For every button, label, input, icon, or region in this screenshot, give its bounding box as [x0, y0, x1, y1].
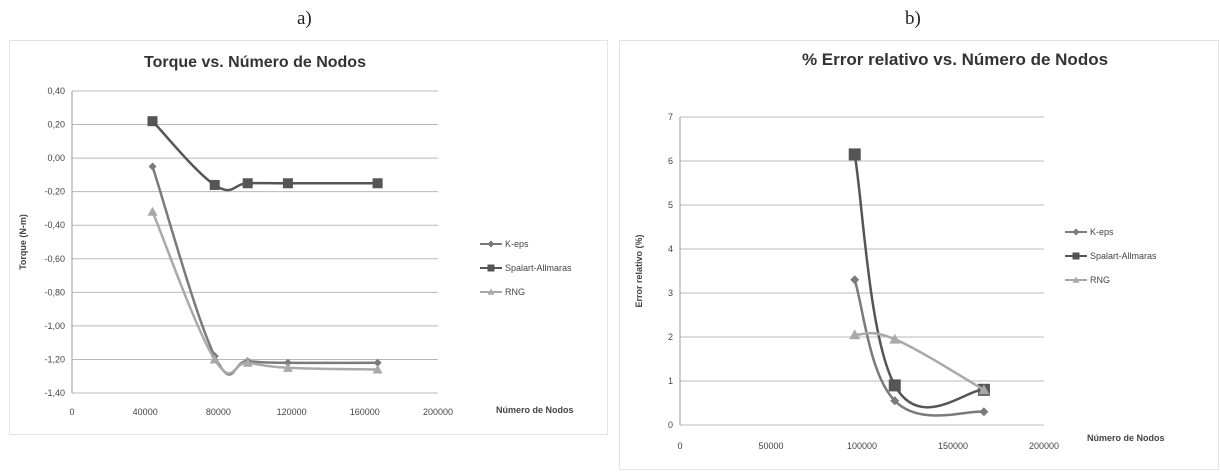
chart-a-series-line-2 — [151, 211, 378, 375]
chart-a-y-axis-label: Torque (N-m) — [18, 214, 28, 270]
chart-a-y-tick-label: -0,60 — [44, 254, 65, 264]
chart-a-data-point-0 — [148, 162, 157, 171]
panel-label-b: b) — [905, 8, 921, 29]
chart-b-legend-marker-2 — [1072, 276, 1080, 283]
chart-b-series-line-1 — [853, 154, 985, 409]
chart-a-x-axis-label: Número de Nodos — [496, 405, 574, 415]
chart-b-data-point-0 — [850, 275, 860, 285]
chart-a-y-tick-label: -0,20 — [44, 187, 65, 197]
chart-b-y-tick-label: 4 — [668, 244, 673, 254]
chart-a-data-point-2 — [209, 354, 220, 364]
chart-b-y-axis-label: Error relativo (%) — [634, 234, 644, 307]
chart-b-y-tick-label: 5 — [668, 200, 673, 210]
chart-b-y-tick-label: 1 — [668, 376, 673, 386]
chart-b-x-tick-label: 200000 — [1029, 441, 1059, 451]
chart-a-legend-label-1: Spalart-Allmaras — [505, 263, 572, 273]
chart-a-data-point-1 — [372, 178, 383, 189]
chart-a-legend-label-2: RNG — [505, 287, 525, 297]
chart-a-x-tick-label: 120000 — [277, 407, 307, 417]
chart-a-data-point-1 — [242, 178, 253, 189]
chart-b-legend-label-1: Spalart-Allmaras — [1090, 251, 1157, 261]
chart-a-data-point-1 — [282, 178, 293, 189]
chart-b-title: % Error relativo vs. Número de Nodos — [802, 50, 1108, 69]
chart-a-data-point-1 — [147, 116, 158, 127]
chart-b-legend-marker-0 — [1072, 228, 1080, 236]
chart-b-data-point-0 — [979, 407, 989, 417]
chart-b-data-point-2 — [978, 384, 990, 395]
chart-a-y-tick-label: 0,00 — [47, 153, 65, 163]
chart-a-y-tick-label: -1,40 — [44, 388, 65, 398]
chart-b-y-tick-label: 0 — [668, 420, 673, 430]
chart-b-data-point-1 — [888, 379, 901, 392]
chart-a-x-tick-label: 80000 — [206, 407, 231, 417]
chart-b-x-tick-label: 0 — [677, 441, 682, 451]
chart-b-x-tick-label: 50000 — [758, 441, 783, 451]
chart-a-series-line-0 — [151, 166, 378, 376]
chart-a-y-tick-label: 0,20 — [47, 120, 65, 130]
chart-b-y-tick-label: 7 — [668, 112, 673, 122]
chart-a-y-tick-label: -1,20 — [44, 354, 65, 364]
chart-b-frame: % Error relativo vs. Número de Nodos 7 6 5 4… — [619, 40, 1219, 470]
chart-b-x-tick-label: 150000 — [938, 441, 968, 451]
chart-a-series-line-1 — [151, 120, 378, 192]
chart-a-legend-label-0: K-eps — [505, 239, 529, 249]
panel-label-a: a) — [297, 8, 312, 29]
chart-a-y-tick-label: -0,40 — [44, 220, 65, 230]
chart-a-y-tick-label: -0,80 — [44, 287, 65, 297]
chart-b-legend-marker-1 — [1072, 252, 1080, 260]
chart-b-y-tick-label: 6 — [668, 156, 673, 166]
chart-a-legend-marker-1 — [487, 264, 495, 272]
chart-a-data-point-2 — [282, 362, 293, 372]
chart-a-svg: Torque vs. Número de Nodos 0,40 0,20 0,00 -0… — [18, 54, 574, 417]
chart-a-x-tick-label: 40000 — [133, 407, 158, 417]
chart-a-x-tick-label: 0 — [69, 407, 74, 417]
chart-a-data-point-2 — [372, 364, 383, 374]
chart-a-y-tick-label: 0,40 — [47, 86, 65, 96]
chart-b-x-tick-label: 100000 — [847, 441, 877, 451]
chart-b-data-point-1 — [848, 148, 861, 161]
chart-b-svg: % Error relativo vs. Número de Nodos 7 6 5 4… — [634, 50, 1165, 451]
chart-b-y-tick-label: 2 — [668, 332, 673, 342]
chart-a-legend-marker-0 — [487, 240, 495, 248]
chart-a-title: Torque vs. Número de Nodos — [144, 54, 366, 71]
chart-b-y-tick-label: 3 — [668, 288, 673, 298]
chart-b-data-point-2 — [849, 329, 861, 340]
chart-a-data-point-0 — [283, 358, 292, 367]
chart-a-frame: Torque vs. Número de Nodos 0,40 0,20 0,00 -0… — [9, 40, 608, 435]
chart-a-legend-marker-2 — [487, 288, 495, 295]
chart-b-legend-label-0: K-eps — [1090, 227, 1114, 237]
chart-a-data-point-0 — [373, 358, 382, 367]
chart-a-data-point-2 — [242, 357, 253, 367]
chart-b-legend-label-2: RNG — [1090, 275, 1110, 285]
chart-a-x-tick-label: 200000 — [423, 407, 453, 417]
chart-a-data-point-2 — [147, 206, 158, 216]
chart-b-data-point-0 — [890, 396, 900, 406]
chart-b-data-point-2 — [889, 333, 901, 344]
chart-a-y-tick-label: -1,00 — [44, 321, 65, 331]
chart-a-x-tick-label: 160000 — [350, 407, 380, 417]
chart-a-data-point-1 — [209, 179, 220, 190]
chart-b-x-axis-label: Número de Nodos — [1087, 433, 1165, 443]
